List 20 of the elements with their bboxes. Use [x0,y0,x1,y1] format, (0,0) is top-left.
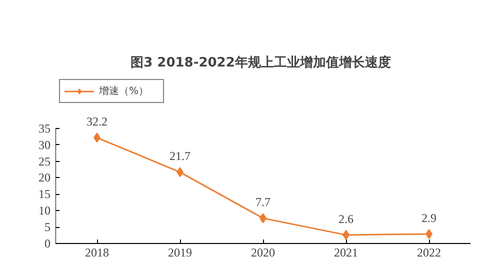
y-tick-label: 30 [38,138,50,152]
data-label: 7.7 [256,195,270,210]
x-tick-label: 2020 [251,246,275,260]
y-tick-label: 10 [38,204,50,218]
data-label: 21.7 [170,149,190,164]
y-tick-label: 35 [38,121,50,136]
y-tick-label: 25 [38,154,50,168]
chart-title: 图3 2018-2022年规上工业增加值增长速度 [130,54,391,70]
x-tick-label: 2021 [334,246,358,260]
x-tick-label: 2018 [85,246,109,260]
y-tick-label: 15 [38,187,50,202]
y-tick-label: 5 [44,220,50,234]
data-label: 2.9 [422,210,436,225]
y-tick-label: 20 [38,170,50,185]
legend-label: 增速（%） [99,84,150,98]
x-tick-label: 2019 [168,246,192,260]
data-label: 2.6 [338,212,354,226]
y-tick-label: 0 [44,236,50,250]
x-tick-label: 2022 [417,246,441,260]
data-label: 32.2 [86,114,108,129]
